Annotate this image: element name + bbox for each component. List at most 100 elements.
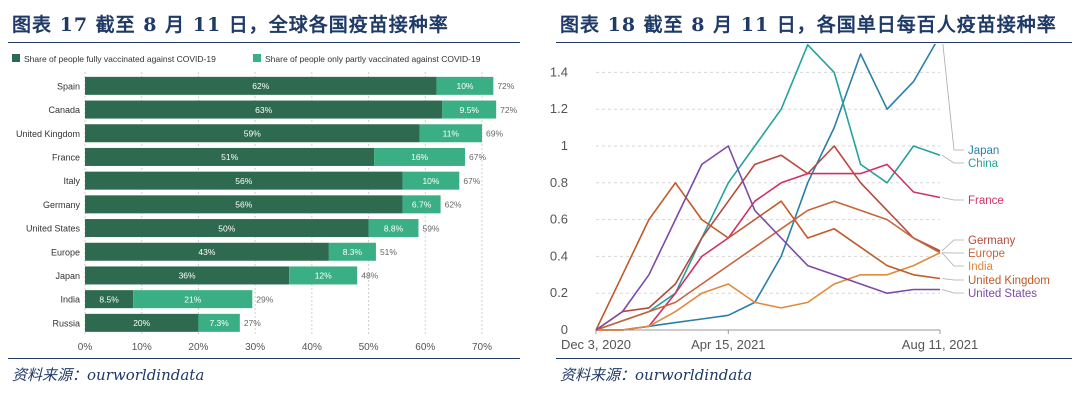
series-label-leader <box>942 44 964 151</box>
bar-value-label: 56% <box>235 200 252 210</box>
x-tick-label: 0% <box>78 342 93 353</box>
bar-partly-vaccinated <box>436 76 494 95</box>
bar-partly-vaccinated <box>198 313 240 332</box>
bar-value-label: 43% <box>198 247 215 257</box>
bar-partly-vaccinated <box>442 100 497 119</box>
bar-partly-vaccinated <box>368 219 419 238</box>
bar-value-label: 6.7% <box>412 200 432 210</box>
bar-partly-vaccinated <box>289 266 358 285</box>
category-label: Germany <box>43 200 81 210</box>
right-source: 资料来源：ourworldindata <box>560 366 753 384</box>
legend-label-1: Share of people only partly vaccinated a… <box>265 54 481 64</box>
series-end-label: France <box>968 195 1004 207</box>
category-label: India <box>60 295 80 305</box>
y-tick-label: 1.4 <box>550 64 568 79</box>
bar-fully-vaccinated <box>85 147 375 166</box>
x-tick-label: 10% <box>132 342 152 353</box>
category-label: United Kingdom <box>16 129 80 139</box>
series-label-leader <box>941 197 964 201</box>
vaccination-bar-chart: Share of people fully vaccinated against… <box>12 54 518 353</box>
left-title-rule <box>8 42 520 43</box>
bar-fully-vaccinated <box>85 313 199 332</box>
x-tick-label: Apr 15, 2021 <box>691 337 765 352</box>
series-label-leader <box>941 154 964 164</box>
series-label-leader <box>941 239 964 252</box>
bar-total-label: 27% <box>244 318 261 328</box>
series-end-label: United States <box>968 288 1037 300</box>
bar-value-label: 62% <box>252 81 269 91</box>
line-series <box>596 44 937 331</box>
series-label-leader <box>941 252 964 267</box>
bar-value-label: 10% <box>422 176 439 186</box>
x-tick-label: 40% <box>302 342 322 353</box>
bar-partly-vaccinated <box>419 124 482 143</box>
bar-total-label: 51% <box>380 247 397 257</box>
right-title-rule <box>556 42 1072 43</box>
y-tick-label: 0.8 <box>550 175 568 190</box>
bar-partly-vaccinated <box>328 242 376 261</box>
right-panel: 图表 18 截至 8 月 11 日，各国单日每百人疫苗接种率 0 0.2 0.4 0.… <box>548 0 1080 400</box>
bar-fully-vaccinated <box>85 100 443 119</box>
line-series <box>595 44 941 331</box>
bar-total-label: 48% <box>361 271 378 281</box>
y-tick-label: 0.4 <box>550 248 568 263</box>
category-label: Japan <box>55 271 80 281</box>
series-end-label: United Kingdom <box>968 275 1050 287</box>
bar-fully-vaccinated <box>85 219 369 238</box>
category-label: Italy <box>63 176 80 186</box>
bar-fully-vaccinated <box>85 290 134 309</box>
category-label: Spain <box>57 81 80 91</box>
bar-value-label: 50% <box>218 223 235 233</box>
bar-value-label: 8.5% <box>99 294 119 304</box>
bar-value-label: 10% <box>456 81 473 91</box>
bar-value-label: 56% <box>235 176 252 186</box>
bar-partly-vaccinated <box>402 171 460 190</box>
y-tick-label: 1 <box>561 138 568 153</box>
bar-total-label: 72% <box>500 105 517 115</box>
left-chart-title: 图表 17 截至 8 月 11 日，全球各国疫苗接种率 <box>12 14 449 36</box>
bar-value-label: 36% <box>179 271 196 281</box>
bar-value-label: 51% <box>221 152 238 162</box>
bar-value-label: 7.3% <box>209 318 229 328</box>
bar-value-label: 8.3% <box>343 247 363 257</box>
y-tick-label: 1.2 <box>550 101 568 116</box>
bar-partly-vaccinated <box>402 195 441 214</box>
x-tick-label: 70% <box>472 342 492 353</box>
bar-fully-vaccinated <box>85 124 420 143</box>
line-series <box>596 163 941 331</box>
y-tick-label: 0 <box>561 322 568 337</box>
series-label-leader <box>941 278 964 281</box>
bar-value-label: 8.8% <box>384 223 404 233</box>
bar-value-label: 21% <box>184 294 201 304</box>
bar-total-label: 29% <box>256 294 273 304</box>
line-series <box>595 182 941 331</box>
series-end-label: Japan <box>968 145 999 157</box>
legend-swatch-1 <box>253 54 261 62</box>
x-tick-label: Aug 11, 2021 <box>902 337 978 352</box>
x-tick-label: 20% <box>188 342 208 353</box>
x-tick-label: Dec 3, 2020 <box>561 337 631 352</box>
bar-value-label: 12% <box>315 271 332 281</box>
x-tick-label: 30% <box>245 342 265 353</box>
bar-partly-vaccinated <box>133 290 253 309</box>
series-end-label: India <box>968 261 994 273</box>
series-end-label: Europe <box>968 248 1005 260</box>
y-tick-label: 0.2 <box>550 285 568 300</box>
line-series <box>595 145 940 331</box>
right-footer-rule <box>556 358 1072 359</box>
bar-value-label: 20% <box>133 318 150 328</box>
bar-fully-vaccinated <box>85 242 329 261</box>
legend-swatch-0 <box>12 54 20 62</box>
line-series <box>595 145 941 331</box>
bar-value-label: 63% <box>255 105 272 115</box>
bar-value-label: 59% <box>244 128 261 138</box>
bar-fully-vaccinated <box>85 171 403 190</box>
legend-label-0: Share of people fully vaccinated against… <box>24 54 216 64</box>
bar-value-label: 11% <box>443 128 460 138</box>
bar-value-label: 16% <box>411 152 428 162</box>
category-label: United States <box>26 224 81 234</box>
bar-total-label: 69% <box>486 128 503 138</box>
bar-total-label: 59% <box>422 223 439 233</box>
bar-fully-vaccinated <box>85 76 437 95</box>
category-label: France <box>52 152 80 162</box>
